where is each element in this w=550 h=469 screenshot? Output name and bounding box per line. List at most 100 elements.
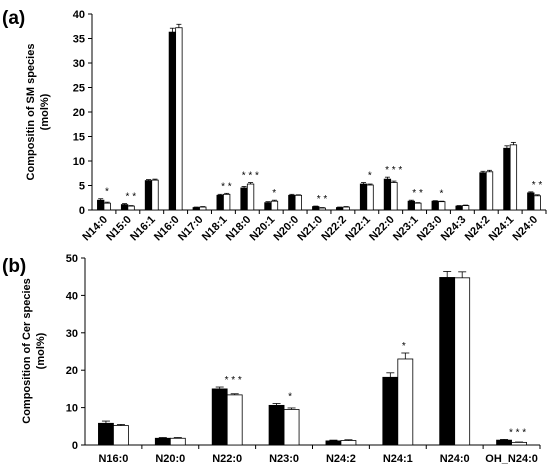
bar-series-2 <box>151 179 159 211</box>
x-tick-label: N14:0 <box>80 214 110 244</box>
bar-series-1 <box>154 437 171 446</box>
bar-series-2 <box>294 194 303 211</box>
bar-series-1 <box>211 388 228 446</box>
significance-marker: * * * <box>242 171 259 182</box>
y-tick-label: 40 <box>73 9 85 21</box>
bar-series-2 <box>199 206 207 211</box>
x-tick-label: N15:0 <box>104 214 134 244</box>
x-tick-label: N20:0 <box>272 214 302 244</box>
bar-series-2 <box>414 202 422 211</box>
x-tick-label: N18:1 <box>200 214 230 244</box>
y-tick-label: 15 <box>73 132 85 144</box>
y-tick-label: 40 <box>66 290 78 302</box>
bar-series-1 <box>431 200 439 211</box>
significance-marker: * * <box>221 181 232 192</box>
x-tick-label: N21:0 <box>295 214 325 244</box>
bar-series-2 <box>223 193 231 211</box>
x-tick-label: N18:0 <box>224 214 254 244</box>
chart-panel-b: (b)Composition of Cer species (mol%) 0 10 20… <box>2 253 541 465</box>
bar-series-1 <box>264 202 272 211</box>
bar-series-2 <box>127 205 135 211</box>
bar-series-2 <box>397 358 414 446</box>
y-tick-label: 10 <box>66 403 78 415</box>
x-tick-label: N20:1 <box>248 214 278 244</box>
bar-series-2 <box>169 437 186 446</box>
bar-series-2 <box>340 440 357 446</box>
bar-series-2 <box>246 183 255 211</box>
x-tick-label: N22:0 <box>212 453 242 465</box>
panel-label: (a) <box>2 8 25 29</box>
significance-marker: * * <box>412 188 423 199</box>
x-tick-label: N23:0 <box>415 214 445 244</box>
x-tick-label: OH_N24:0 <box>485 453 538 465</box>
x-tick-label: N17:0 <box>176 214 206 244</box>
significance-marker: * * <box>317 194 328 205</box>
bar-series-1 <box>144 180 153 211</box>
bar-series-2 <box>485 171 494 211</box>
y-tick-label: 30 <box>66 328 78 340</box>
x-tick-label: N24:1 <box>487 214 517 244</box>
bar-series-1 <box>216 194 224 211</box>
x-tick-label: N24:3 <box>439 214 469 244</box>
bar-series-2 <box>438 201 446 211</box>
bar-series-2 <box>533 195 541 211</box>
significance-marker: * <box>288 391 292 402</box>
bar-series-1 <box>192 207 200 211</box>
bar-series-1 <box>455 205 463 211</box>
y-tick-label: 25 <box>73 83 85 95</box>
bar-series-1 <box>503 147 511 211</box>
y-tick-label: 5 <box>79 181 85 193</box>
x-tick-label: N22:1 <box>343 214 373 244</box>
bar-series-2 <box>454 277 471 446</box>
bar-series-2 <box>461 205 470 211</box>
bar-series-1 <box>120 204 129 211</box>
x-tick-label: N24:0 <box>440 453 470 465</box>
x-tick-label: N16:1 <box>128 214 158 244</box>
bar-series-2 <box>318 207 326 211</box>
bar-series-1 <box>97 199 105 211</box>
y-tick-label: 0 <box>79 205 85 217</box>
bar-series-1 <box>359 183 368 211</box>
bar-series-2 <box>283 409 300 446</box>
x-tick-label: N22:0 <box>367 214 397 244</box>
bar-series-2 <box>509 144 518 211</box>
bar-series-1 <box>383 178 392 211</box>
x-tick-label: N22:2 <box>319 214 349 244</box>
bar-series-2 <box>511 441 527 446</box>
bar-series-1 <box>325 440 342 446</box>
y-tick-label: 20 <box>66 365 78 377</box>
chart-panel-a: (a)Compositin of SM species (mol%)0510152… <box>2 8 547 244</box>
bar-series-2 <box>226 394 243 446</box>
bar-series-1 <box>98 422 114 446</box>
x-tick-label: N23:0 <box>269 453 299 465</box>
bar-series-2 <box>270 200 279 211</box>
y-tick-label: 30 <box>73 58 85 70</box>
y-tick-label: 10 <box>73 156 85 168</box>
significance-marker: * <box>440 189 444 200</box>
bar-series-2 <box>113 425 129 446</box>
x-tick-label: N24:1 <box>383 453 413 465</box>
x-tick-label: N23:1 <box>391 214 421 244</box>
bar-series-1 <box>407 200 415 211</box>
bar-series-1 <box>479 172 487 211</box>
y-tick-label: 35 <box>73 34 85 46</box>
bar-series-1 <box>288 194 296 211</box>
significance-marker: * <box>272 188 276 199</box>
x-tick-label: N24:2 <box>326 453 356 465</box>
bar-series-2 <box>366 184 374 211</box>
bar-series-2 <box>175 27 183 211</box>
bar-series-1 <box>496 439 512 446</box>
significance-marker: * * * <box>385 165 402 176</box>
significance-marker: * <box>402 341 406 352</box>
y-axis-title-line: Compositin of SM species <box>25 44 37 181</box>
bar-series-1 <box>240 187 248 211</box>
y-axis-title: Composition of Cer species (mol%) <box>21 278 47 423</box>
bar-series-1 <box>312 206 320 211</box>
y-axis-title-line: Composition of Cer species <box>21 278 33 423</box>
x-tick-label: N16:0 <box>98 453 128 465</box>
panel-label: (b) <box>2 256 26 277</box>
bar-series-2 <box>342 206 350 211</box>
x-tick-label: N24:2 <box>463 214 493 244</box>
bar-series-2 <box>103 202 111 211</box>
y-tick-label: 50 <box>66 253 78 265</box>
